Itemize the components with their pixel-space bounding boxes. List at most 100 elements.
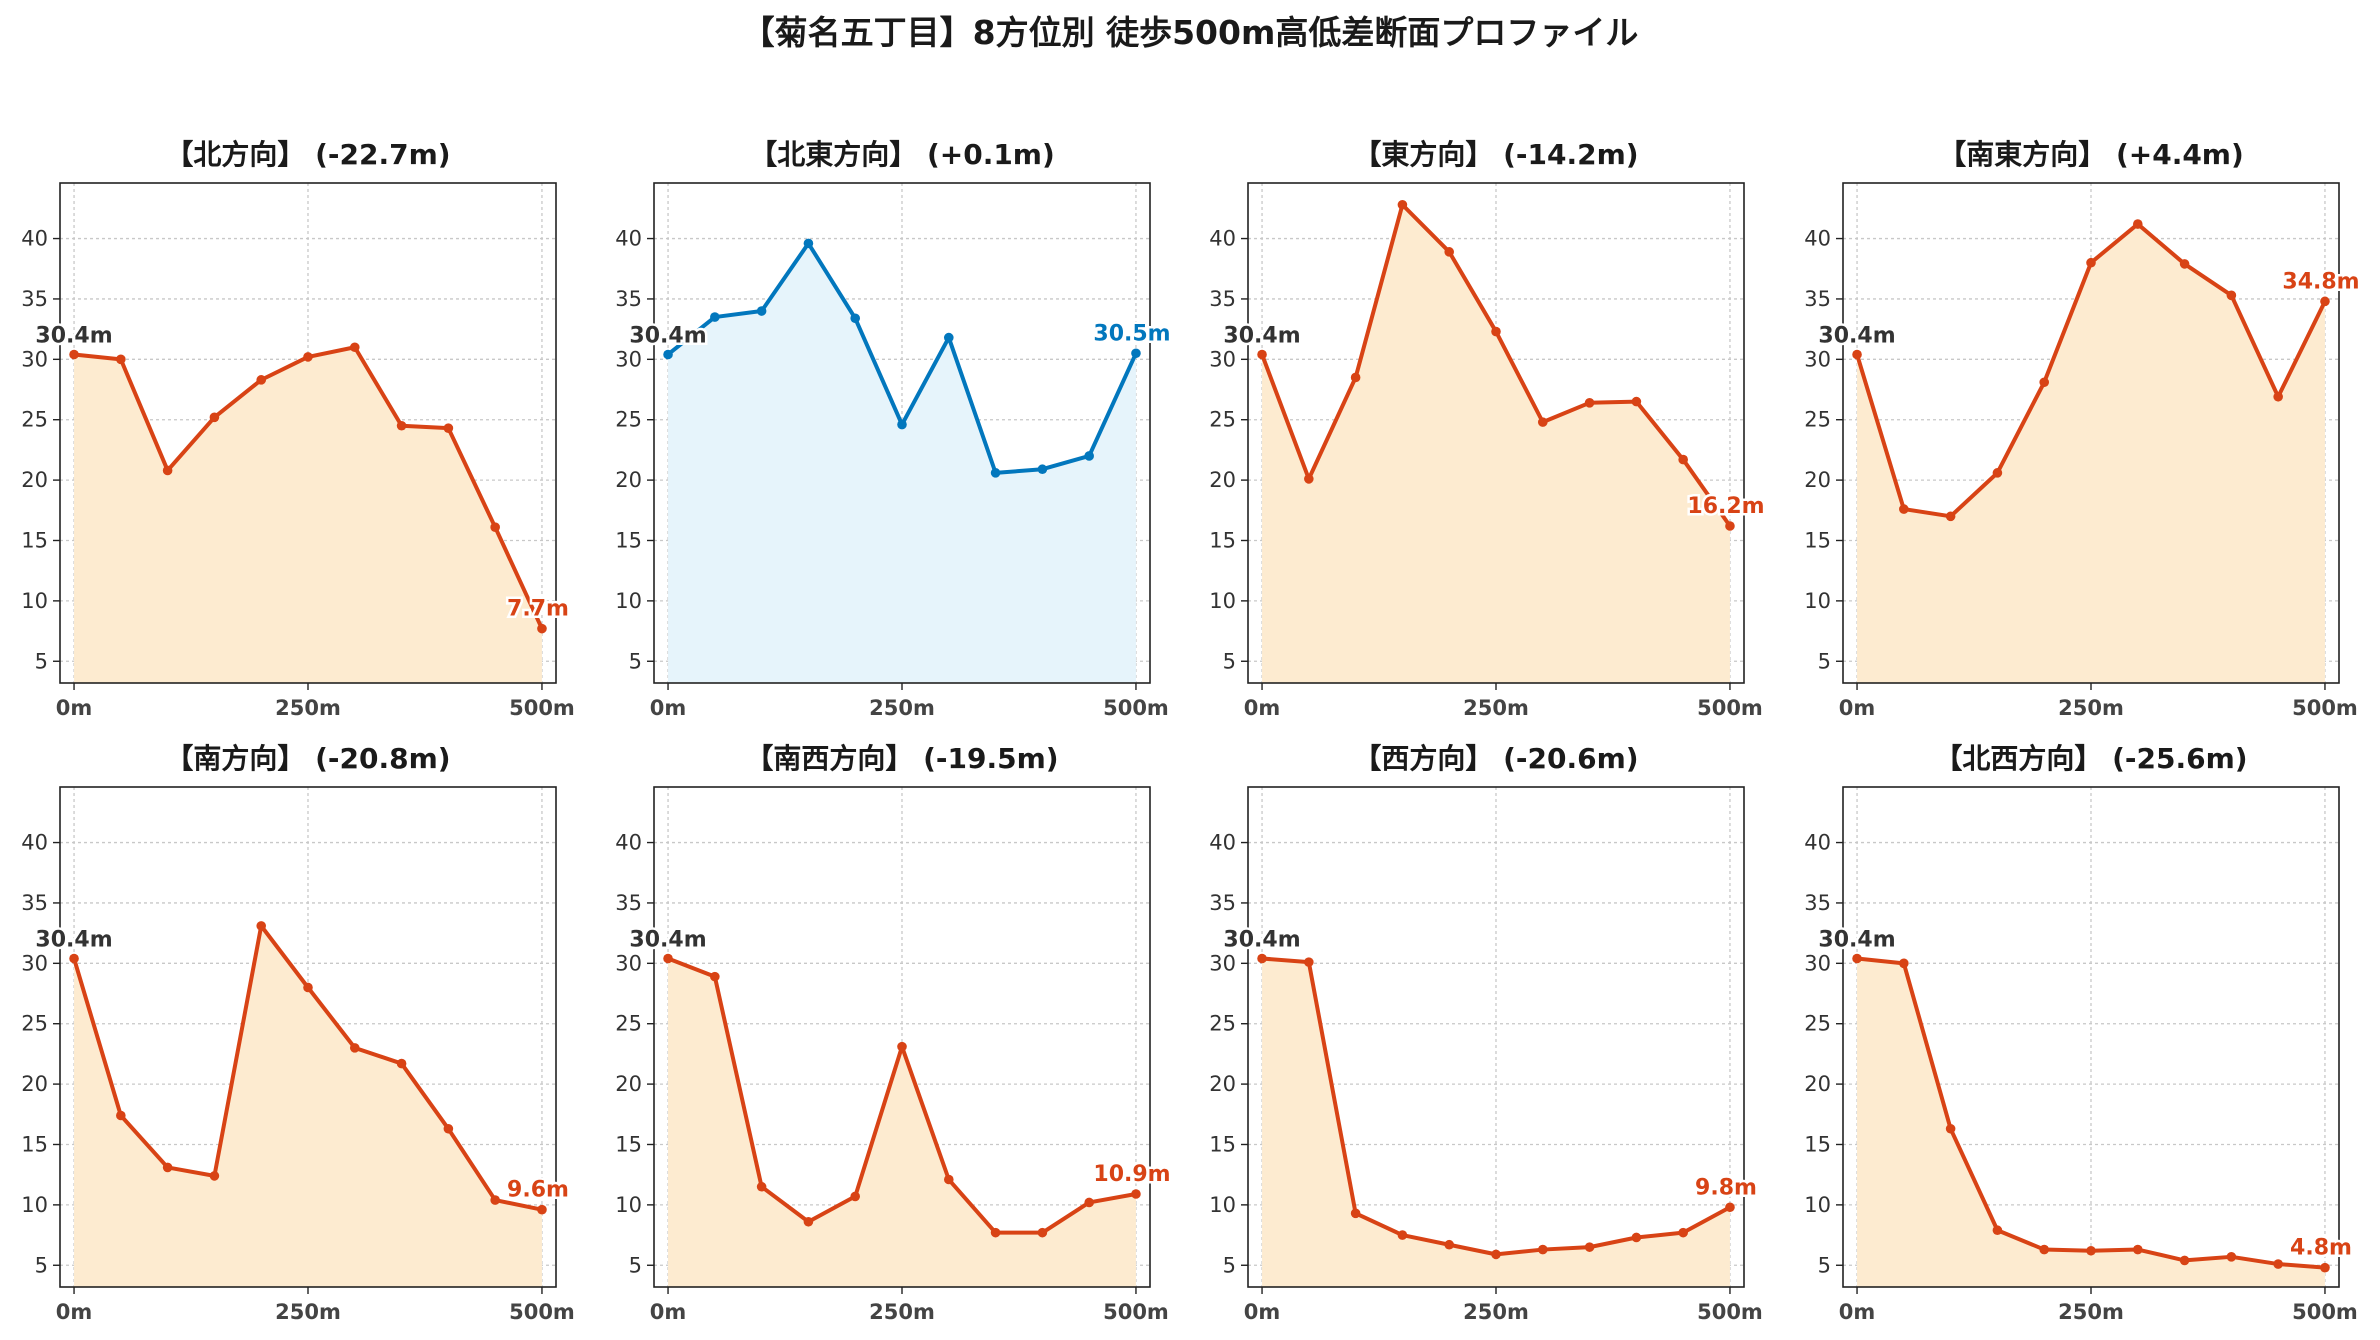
elevation-area: [668, 958, 1136, 1287]
elevation-area: [1262, 204, 1730, 683]
y-tick-label: 30: [1804, 347, 1831, 371]
elevation-point: [537, 1204, 547, 1215]
elevation-point: [256, 921, 267, 931]
elevation-point: [116, 1110, 126, 1121]
y-tick-label: 25: [615, 1012, 642, 1036]
elevation-point: [850, 1191, 861, 1202]
x-tick-label: 500m: [1103, 1300, 1169, 1324]
start-elevation-label: 30.4m: [1223, 927, 1300, 952]
elevation-point: [349, 342, 360, 353]
x-tick-label: 500m: [1697, 1300, 1763, 1324]
elevation-point: [443, 423, 454, 433]
elevation-point: [1852, 953, 1862, 964]
x-tick-label: 0m: [1839, 1300, 1876, 1324]
x-tick-label: 250m: [1463, 696, 1529, 720]
elevation-point: [303, 982, 313, 993]
x-tick-label: 500m: [2292, 1300, 2358, 1324]
elevation-point: [256, 375, 267, 385]
y-tick-label: 10: [21, 589, 48, 613]
elevation-point: [1491, 1249, 1501, 1260]
x-tick-label: 0m: [650, 696, 687, 720]
elevation-point: [1084, 1197, 1094, 1208]
elevation-point: [396, 1058, 407, 1069]
elevation-point: [1037, 1227, 1048, 1238]
y-tick-label: 40: [1804, 227, 1831, 251]
elevation-point: [349, 1043, 360, 1053]
end-elevation-label: 9.6m: [507, 1178, 569, 1203]
x-tick-label: 0m: [56, 1300, 93, 1324]
elevation-point: [303, 352, 313, 362]
elevation-point: [2039, 377, 2050, 388]
elevation-point: [2179, 259, 2190, 269]
y-tick-label: 35: [21, 891, 48, 915]
elevation-area: [74, 347, 542, 683]
y-tick-label: 35: [21, 287, 48, 311]
y-tick-label: 25: [1804, 408, 1831, 432]
figure-title: 【菊名五丁目】8方位別 徒歩500m高低差断面プロファイル: [742, 13, 1639, 52]
elevation-point: [209, 1171, 220, 1181]
x-tick-label: 0m: [56, 696, 93, 720]
profile-panel-3: 【南東方向】 (+4.4m) 5 10 15 20 25 30 35 40 0m 250m 500m 3…: [1804, 138, 2362, 720]
y-tick-label: 35: [1209, 287, 1236, 311]
elevation-point: [1131, 348, 1141, 359]
elevation-point: [1491, 326, 1501, 337]
profile-panel-7: 【北西方向】 (-25.6m) 5 10 15 20 25 30 35 40 0m 250m 500m…: [1804, 742, 2358, 1324]
end-elevation-label: 4.8m: [2290, 1236, 2352, 1261]
y-tick-label: 15: [1209, 1132, 1236, 1156]
x-tick-label: 250m: [869, 1300, 935, 1324]
elevation-point: [1537, 417, 1548, 427]
elevation-point: [1992, 1225, 2003, 1236]
y-tick-label: 5: [1818, 1253, 1831, 1277]
x-tick-label: 500m: [1103, 696, 1169, 720]
y-tick-label: 35: [1804, 287, 1831, 311]
elevation-point: [1304, 474, 1314, 484]
elevation-point: [943, 1174, 954, 1185]
elevation-point: [69, 953, 79, 964]
elevation-point: [443, 1123, 454, 1134]
y-tick-label: 35: [615, 287, 642, 311]
elevation-point: [803, 238, 814, 249]
y-tick-label: 10: [1209, 1193, 1236, 1217]
elevation-point: [490, 1195, 500, 1205]
elevation-area: [668, 243, 1136, 683]
y-tick-label: 15: [1804, 528, 1831, 552]
y-tick-label: 30: [21, 951, 48, 975]
start-elevation-label: 30.4m: [629, 323, 706, 348]
elevation-point: [1350, 1208, 1361, 1219]
elevation-point: [1631, 396, 1642, 407]
x-tick-label: 0m: [1244, 1300, 1281, 1324]
profile-panel-0: 【北方向】 (-22.7m) 5 10 15 20 25 30 35 40 0m 250m 500m 3…: [21, 138, 575, 720]
profile-panel-2: 【東方向】 (-14.2m) 5 10 15 20 25 30 35 40 0m 250m 500m 3…: [1209, 138, 1767, 720]
y-tick-label: 40: [21, 831, 48, 855]
elevation-point: [1037, 464, 1048, 475]
y-tick-label: 25: [1804, 1012, 1831, 1036]
elevation-point: [162, 465, 173, 476]
profile-panel-6: 【西方向】 (-20.6m) 5 10 15 20 25 30 35 40 0m 250m 500m 3…: [1209, 742, 1763, 1324]
elevation-point: [990, 1227, 1001, 1238]
elevation-point: [2132, 219, 2143, 229]
y-tick-label: 15: [21, 1132, 48, 1156]
elevation-area: [1857, 224, 2325, 683]
y-tick-label: 10: [1209, 589, 1236, 613]
y-tick-label: 10: [1804, 589, 1831, 613]
elevation-point: [116, 354, 126, 365]
elevation-point: [1992, 468, 2003, 478]
elevation-point: [897, 419, 907, 430]
elevation-point: [1725, 521, 1735, 531]
elevation-point: [1584, 398, 1595, 408]
elevation-point: [990, 468, 1001, 478]
panel-title: 【北西方向】 (-25.6m): [1934, 742, 2247, 775]
y-tick-label: 15: [1209, 528, 1236, 552]
y-tick-label: 40: [21, 227, 48, 251]
elevation-point: [2086, 257, 2096, 268]
x-tick-label: 250m: [1463, 1300, 1529, 1324]
y-tick-label: 5: [35, 649, 48, 673]
start-elevation-label: 30.4m: [629, 927, 706, 952]
elevation-point: [2226, 290, 2237, 301]
elevation-point: [756, 1181, 767, 1192]
y-tick-label: 35: [1804, 891, 1831, 915]
y-tick-label: 20: [615, 468, 642, 492]
elevation-point: [2226, 1252, 2237, 1262]
panel-title: 【西方向】 (-20.6m): [1353, 742, 1638, 775]
